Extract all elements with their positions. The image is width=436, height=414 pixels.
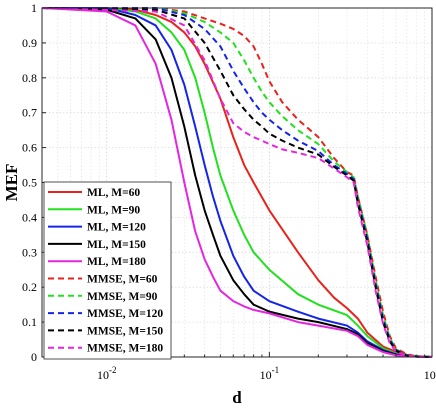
y-tick-label: 0.8: [22, 71, 37, 85]
legend-label: MMSE, M=90: [87, 291, 158, 303]
y-tick-label: 0.5: [22, 176, 37, 190]
x-tick-label: 10-1: [260, 365, 280, 382]
axis-ticks: 0 0.1 0.2 0.3 0.4 0.5 0.6 0.7 0.8 0.9 1 10-2 10-1 100: [22, 1, 436, 382]
x-axis-title: d: [232, 388, 242, 407]
legend-label: ML, M=120: [87, 222, 146, 234]
y-tick-label: 0.6: [22, 141, 37, 155]
y-tick-label: 0.1: [22, 315, 37, 329]
legend-box: [43, 181, 172, 360]
legend-label: MMSE, M=60: [87, 274, 158, 286]
y-tick-label: 0.3: [22, 245, 37, 259]
x-tick-label: 100: [424, 365, 436, 382]
series-line-1: [42, 7, 433, 358]
series-line-5: [41, 7, 433, 358]
y-tick-label: 1: [31, 1, 37, 15]
series-line-6: [42, 7, 433, 358]
legend-label: MMSE, M=120: [87, 308, 163, 320]
legend-label: ML, M=180: [87, 256, 146, 268]
y-tick-label: 0: [31, 350, 37, 364]
y-tick-label: 0.2: [22, 280, 37, 294]
y-tick-label: 0.9: [22, 36, 37, 50]
legend-label: MMSE, M=150: [87, 325, 163, 337]
series-line-8: [42, 7, 433, 358]
series-line-10: [41, 7, 433, 358]
legend-label: ML, M=60: [87, 187, 140, 199]
series-line-4: [41, 7, 433, 358]
y-axis-title: MEF: [2, 164, 21, 202]
y-tick-label: 0.7: [22, 106, 37, 120]
legend-label: MMSE, M=180: [87, 343, 163, 355]
series-line-2: [42, 7, 433, 358]
legend-label: ML, M=150: [87, 239, 146, 251]
series-line-7: [42, 7, 433, 358]
x-tick-label: 10-2: [97, 365, 117, 382]
legend: ML, M=60 ML, M=90 ML, M=120 ML, M=150 ML, M=…: [43, 181, 172, 360]
series-lines: [41, 7, 433, 358]
legend-label: ML, M=90: [87, 204, 140, 216]
series-line-3: [42, 7, 433, 358]
y-tick-label: 0.4: [22, 210, 37, 224]
